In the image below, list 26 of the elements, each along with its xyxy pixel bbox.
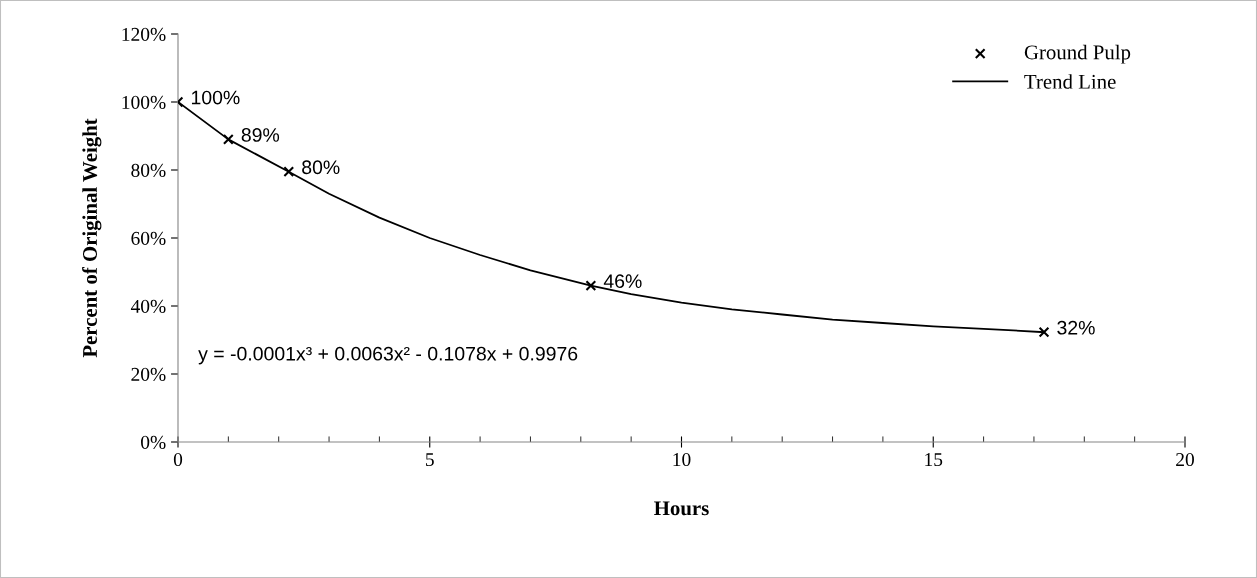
x-tick-label: 5: [426, 453, 434, 467]
y-axis-title: Percent of Original Weight: [82, 118, 102, 358]
y-tick-label: 80%: [131, 163, 166, 177]
point: [1038, 326, 1050, 338]
annotation: y = -0.0001x³ + 0.0063x² - 0.1078x + 0.9976: [198, 346, 578, 365]
x-tick-label: 10: [673, 452, 691, 467]
data-label: 46%: [603, 274, 642, 289]
x-tick-label: 20: [1176, 452, 1194, 467]
data-label: 89%: [241, 128, 280, 142]
legend-label: Trend Line: [1024, 74, 1116, 89]
y-tick-label: 60%: [131, 231, 166, 245]
point: [222, 133, 234, 145]
data-label: 32%: [1057, 320, 1095, 335]
y-tick-label: 100%: [122, 95, 166, 109]
legend-label: Ground Pulp: [1024, 44, 1131, 64]
x-tick-label: 15: [925, 453, 943, 467]
x-axis-title: Hours: [654, 501, 709, 516]
point: [585, 280, 597, 292]
y-tick-label: 0%: [141, 435, 166, 449]
y-tick-label: 20%: [131, 367, 166, 381]
data-label: 100%: [191, 90, 240, 105]
data-label: 80%: [302, 160, 340, 175]
y-tick-label: 120%: [122, 27, 166, 41]
x-tick-label: 0: [173, 452, 183, 467]
point: [283, 166, 295, 178]
y-tick-label: 40%: [130, 299, 166, 313]
